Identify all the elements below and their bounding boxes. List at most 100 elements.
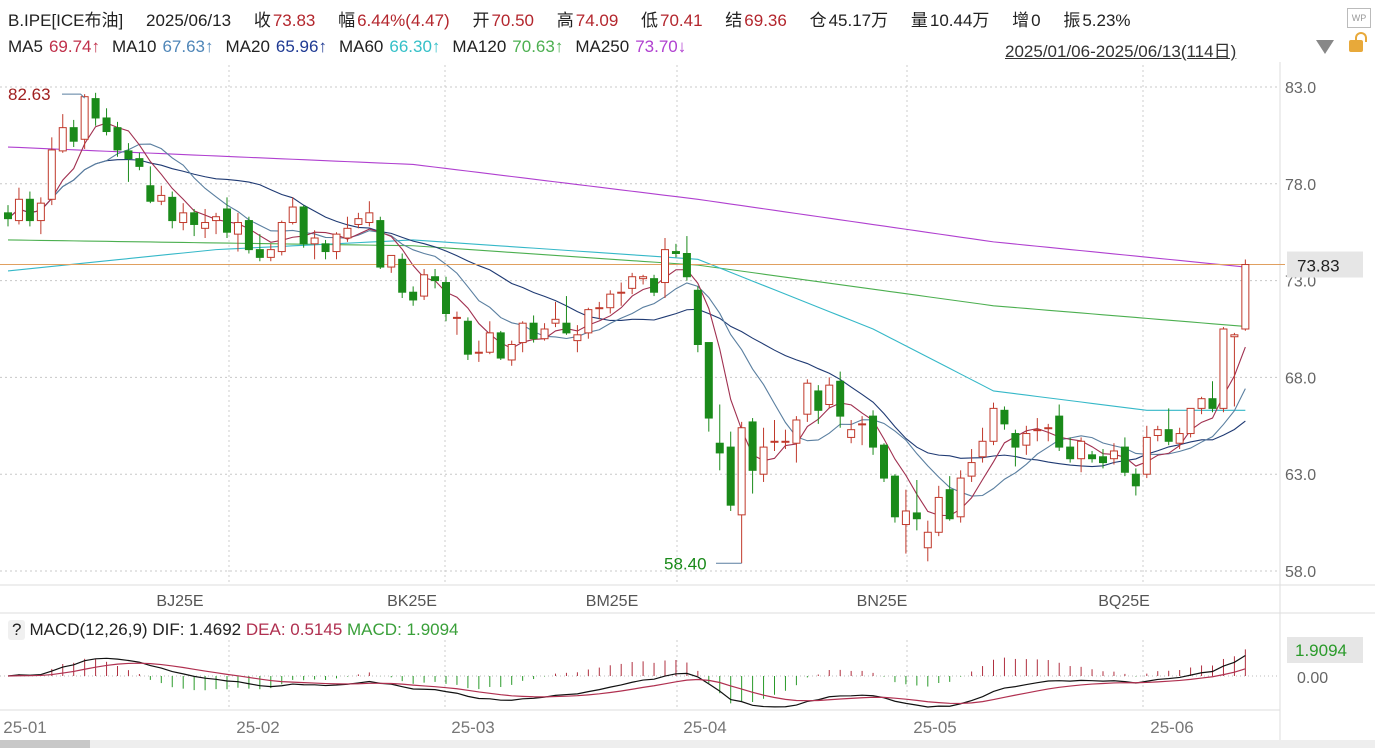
date: 2025/06/13 bbox=[145, 11, 232, 30]
candle bbox=[715, 404, 724, 471]
candle-body bbox=[1022, 433, 1031, 446]
candle-body bbox=[1241, 264, 1250, 330]
candle bbox=[223, 197, 231, 239]
candle-body bbox=[58, 127, 67, 152]
candle-body bbox=[551, 318, 560, 324]
help-button[interactable]: ? bbox=[8, 620, 26, 640]
candle-body bbox=[1131, 473, 1140, 487]
macd-value: MACD: 1.9094 bbox=[347, 620, 459, 639]
candle bbox=[255, 234, 264, 262]
contract-label: BN25E bbox=[857, 593, 908, 610]
candle-body bbox=[1055, 415, 1064, 448]
candle-body bbox=[25, 198, 34, 222]
candle bbox=[825, 377, 834, 409]
candle-body bbox=[989, 407, 998, 442]
candle-body bbox=[617, 291, 626, 294]
ma-value-ma120: 70.63↑ bbox=[512, 37, 564, 56]
candle bbox=[529, 315, 538, 343]
candle bbox=[1164, 408, 1173, 446]
amplitude-label: 振 bbox=[1063, 11, 1081, 30]
candle-body bbox=[825, 384, 834, 406]
candle bbox=[595, 301, 604, 320]
candle-body bbox=[1153, 429, 1162, 436]
candle bbox=[726, 431, 735, 511]
ma60-line bbox=[7, 239, 1246, 411]
candle-body bbox=[726, 446, 735, 506]
candle-body bbox=[343, 227, 352, 239]
candle bbox=[452, 311, 461, 335]
ma-value-ma250: 73.70↓ bbox=[635, 37, 687, 56]
scrollbar-thumb[interactable] bbox=[0, 740, 90, 748]
candle bbox=[146, 166, 155, 204]
macd-header: ? MACD(12,26,9) DIF: 1.4692 DEA: 0.5145 M… bbox=[8, 620, 459, 640]
candle bbox=[836, 371, 845, 428]
horizontal-scrollbar[interactable] bbox=[0, 740, 1375, 748]
candle bbox=[69, 119, 78, 148]
candle bbox=[201, 208, 210, 239]
candle bbox=[80, 94, 89, 149]
candle-body bbox=[945, 489, 954, 520]
low-label: 低 bbox=[641, 11, 659, 30]
candle-body bbox=[606, 293, 615, 309]
candle-body bbox=[365, 212, 374, 224]
candle-body bbox=[704, 342, 713, 419]
high-label: 高 bbox=[556, 11, 574, 30]
candle bbox=[956, 470, 965, 523]
month-label: 25-04 bbox=[683, 718, 726, 737]
candle-body bbox=[179, 212, 188, 224]
candle-body bbox=[562, 322, 571, 334]
dropdown-triangle-icon[interactable] bbox=[1316, 40, 1334, 54]
dif-line bbox=[7, 654, 1246, 708]
candle-body bbox=[299, 206, 308, 245]
candle-body bbox=[639, 276, 648, 280]
dif-value: DIF: 1.4692 bbox=[152, 620, 242, 639]
candle bbox=[332, 232, 341, 260]
candle bbox=[1241, 259, 1250, 331]
lock-icon[interactable] bbox=[1349, 32, 1367, 52]
candle-body bbox=[650, 278, 659, 293]
date-range-selector[interactable]: 2025/01/06-2025/06/13(114日) bbox=[1005, 42, 1237, 61]
candle-body bbox=[1230, 334, 1239, 338]
candle bbox=[1000, 406, 1009, 430]
candle bbox=[792, 416, 801, 463]
candle bbox=[1153, 425, 1162, 442]
candle-body bbox=[540, 328, 549, 340]
candle-body bbox=[1077, 440, 1086, 460]
contract-label: BQ25E bbox=[1098, 593, 1150, 610]
candle bbox=[573, 325, 582, 353]
candle-body bbox=[310, 237, 319, 245]
candle bbox=[1044, 423, 1053, 442]
candle bbox=[102, 108, 111, 136]
ma5-line bbox=[7, 122, 1246, 517]
open-label: 开 bbox=[472, 11, 490, 30]
wp-icon[interactable]: WP bbox=[1347, 8, 1371, 28]
candle bbox=[288, 197, 297, 225]
candle bbox=[1011, 429, 1020, 467]
candle bbox=[847, 419, 856, 444]
candle bbox=[474, 340, 483, 362]
candle-body bbox=[770, 440, 779, 443]
month-label: 25-01 bbox=[3, 718, 46, 737]
candle bbox=[540, 323, 549, 341]
candle-body bbox=[880, 444, 888, 479]
candle bbox=[562, 296, 571, 335]
close-label: 收 bbox=[253, 11, 271, 30]
oi-label: 仓 bbox=[809, 11, 827, 30]
candle bbox=[858, 416, 867, 446]
change-label: 幅 bbox=[338, 11, 356, 30]
candle bbox=[4, 205, 12, 227]
candle-body bbox=[474, 351, 483, 354]
month-label: 25-05 bbox=[913, 718, 956, 737]
candle-body bbox=[420, 274, 429, 297]
candle bbox=[967, 449, 976, 482]
candle-body bbox=[1208, 398, 1217, 409]
candle bbox=[420, 268, 429, 300]
candle bbox=[518, 321, 527, 353]
candle bbox=[277, 220, 286, 256]
candle-body bbox=[956, 477, 965, 518]
candle bbox=[1022, 425, 1031, 455]
candle-body bbox=[628, 276, 637, 289]
candle bbox=[781, 429, 790, 450]
macd-value-badge bbox=[1287, 637, 1363, 663]
